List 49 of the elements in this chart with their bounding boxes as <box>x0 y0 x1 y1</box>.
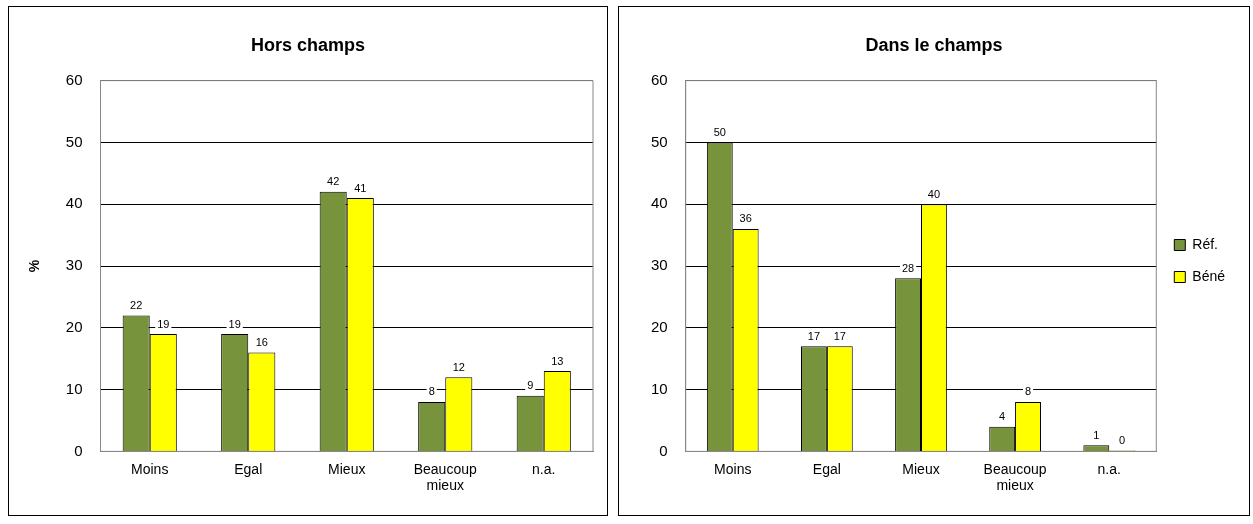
data-label: 8 <box>428 385 435 398</box>
x-tick-label: Beaucoup mieux <box>413 460 477 494</box>
y-tick-label: 40 <box>651 194 668 212</box>
x-tick-label: n.a. <box>1097 460 1121 477</box>
y-axis-title: % <box>26 259 43 273</box>
data-label: 4 <box>999 410 1006 423</box>
x-tick-label: n.a. <box>532 460 556 477</box>
data-label: 17 <box>807 329 821 342</box>
x-tick-label: Mieux <box>902 460 940 477</box>
chart-title: Dans le champs <box>865 34 1003 55</box>
y-tick-label: 10 <box>651 379 668 397</box>
data-label: 8 <box>1025 385 1032 398</box>
data-label: 1 <box>1093 428 1100 441</box>
legend-label: Béné <box>1192 267 1226 284</box>
y-tick-label: 60 <box>651 70 668 88</box>
y-tick-label: 0 <box>659 441 668 459</box>
data-label: 16 <box>255 336 268 349</box>
x-tick-label: Beaucoup mieux <box>983 460 1047 494</box>
y-tick-label: 20 <box>651 317 668 335</box>
y-tick-label: 30 <box>651 256 668 274</box>
data-label: 12 <box>452 360 465 373</box>
x-tick-label: Egal <box>812 460 841 477</box>
data-label: 13 <box>551 354 564 367</box>
y-tick-label: 30 <box>65 256 83 274</box>
legend-label: Réf. <box>1192 235 1218 252</box>
x-tick-label: Egal <box>234 460 263 477</box>
x-tick-label: Mieux <box>328 460 366 477</box>
y-tick-label: 0 <box>74 441 83 459</box>
y-tick-label: 50 <box>651 132 668 150</box>
chart-title: Hors champs <box>250 34 366 55</box>
y-tick-label: 50 <box>65 132 83 150</box>
y-tick-label: 10 <box>65 379 83 397</box>
data-label: 19 <box>157 317 170 330</box>
data-label: 40 <box>927 187 941 200</box>
y-tick-label: 60 <box>65 70 83 88</box>
data-label: 22 <box>130 298 143 311</box>
data-label: 17 <box>833 329 846 342</box>
x-tick-label: Moins <box>714 460 752 477</box>
y-tick-label: 40 <box>65 194 83 212</box>
data-label: 9 <box>527 379 534 392</box>
x-tick-label: Moins <box>131 460 169 477</box>
data-label: 42 <box>327 175 340 188</box>
data-label: 36 <box>739 212 752 225</box>
data-label: 41 <box>354 181 367 194</box>
data-label: 19 <box>228 317 241 330</box>
data-label: 0 <box>1119 433 1126 446</box>
data-label: 50 <box>713 125 726 138</box>
data-label: 28 <box>901 261 915 274</box>
y-tick-label: 20 <box>65 317 83 335</box>
